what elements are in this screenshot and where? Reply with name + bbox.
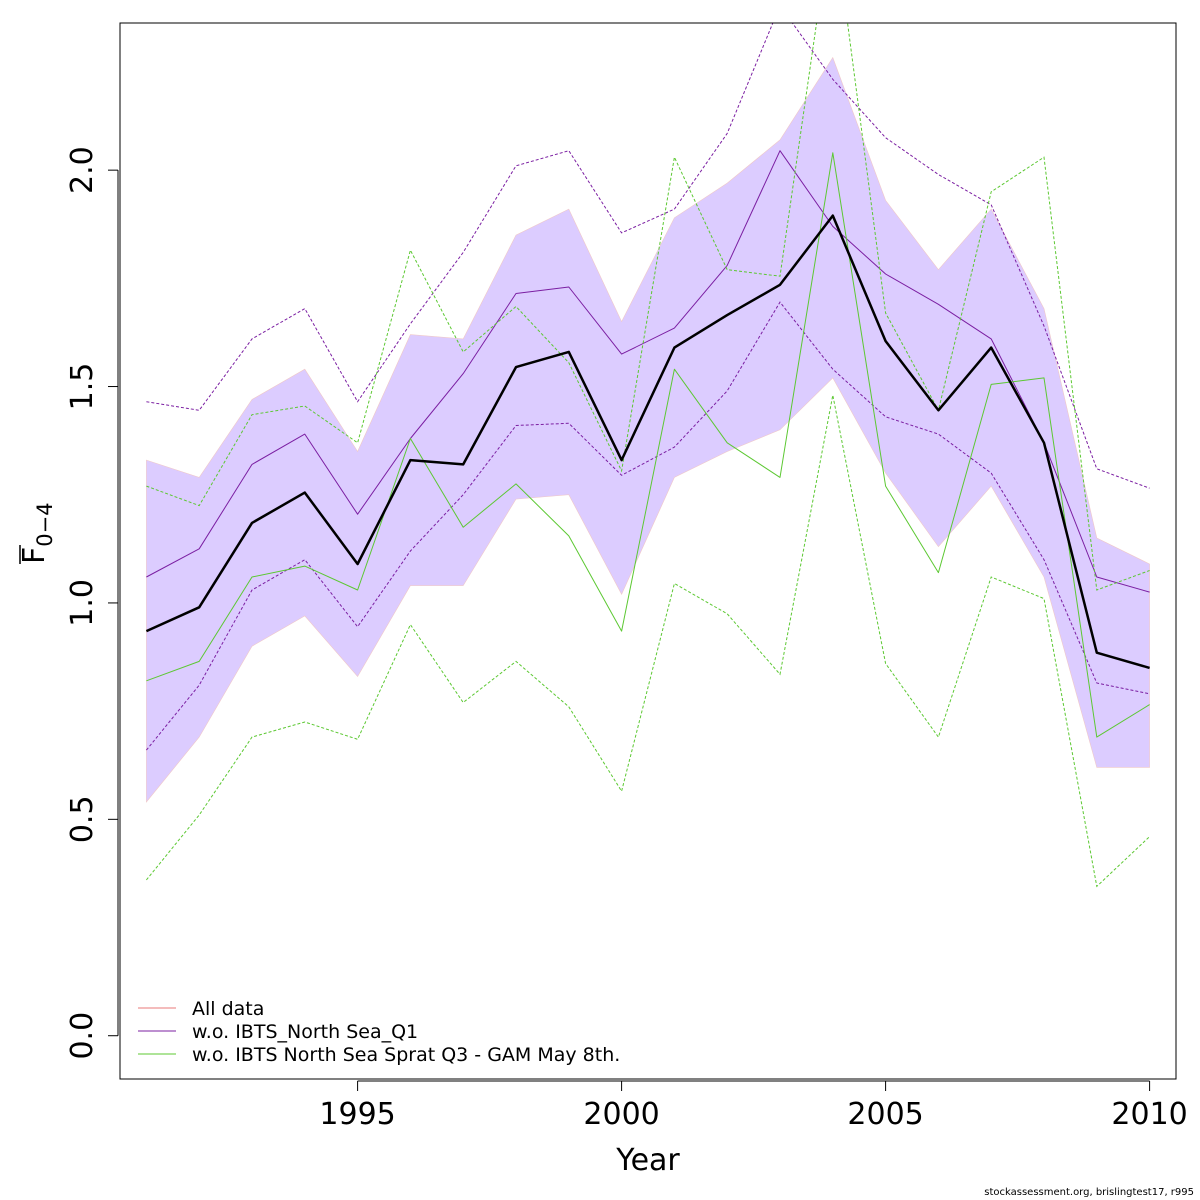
series-2-upper-line: [146, 23, 1150, 591]
y-axis-label: F0−4: [17, 502, 57, 564]
y-tick-label: 0.0: [65, 1012, 100, 1060]
y-axis: 0.0 0.5 1.0 1.5 2.0: [65, 146, 119, 1060]
plot-frame: [119, 22, 1177, 1080]
series-2-line: [146, 152, 1150, 738]
x-axis: 1995 2000 2005 2010: [319, 1080, 1188, 1132]
y-tick-label: 1.0: [65, 579, 100, 627]
y-axis-label-main: F: [17, 547, 52, 564]
x-axis-label: Year: [615, 1143, 680, 1178]
footer-credit: stockassessment.org, brislingtest17, r99…: [984, 1187, 1194, 1198]
series-1-line: [146, 150, 1150, 593]
series-2-lower-line: [146, 395, 1150, 888]
y-tick-label: 2.0: [65, 146, 100, 194]
confidence-band: [146, 56, 1150, 803]
svg-text:F0−4: F0−4: [17, 502, 57, 564]
x-tick-label: 2000: [583, 1097, 659, 1132]
plot-area: [145, 23, 1150, 888]
legend-label-1: w.o. IBTS_North Sea_Q1: [192, 1021, 418, 1043]
y-axis-label-subscript: 0−4: [33, 502, 57, 546]
y-tick-label: 0.5: [65, 795, 100, 843]
x-tick-label: 2010: [1111, 1097, 1187, 1132]
series-0-line: [145, 214, 1150, 670]
legend-label-2: w.o. IBTS North Sea Sprat Q3 - GAM May 8…: [192, 1044, 620, 1066]
x-tick-label: 2005: [847, 1097, 923, 1132]
series-1-upper-line: [146, 23, 1150, 489]
series-1-lower-line: [146, 301, 1150, 751]
y-tick-label: 1.5: [65, 363, 100, 411]
x-tick-label: 1995: [319, 1097, 395, 1132]
legend-label-0: All data: [192, 998, 264, 1020]
